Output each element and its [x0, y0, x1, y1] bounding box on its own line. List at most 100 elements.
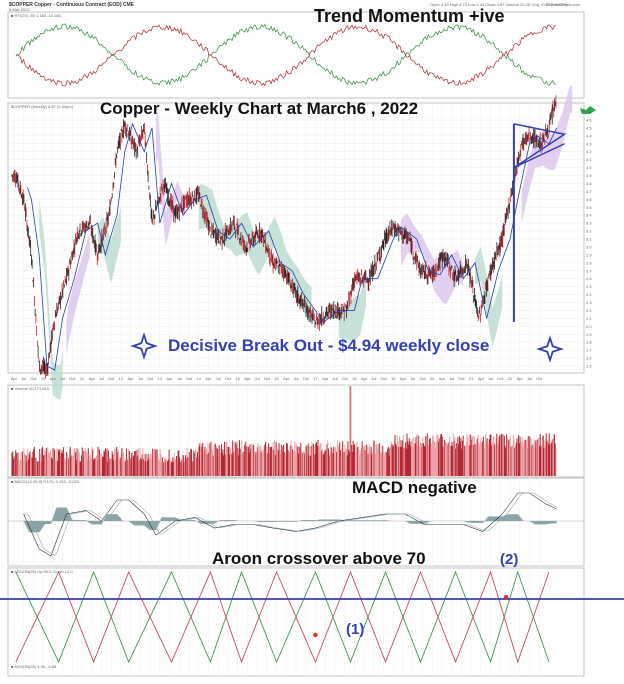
ichimoku-cloud	[39, 198, 63, 400]
x-tick-label: 15	[235, 376, 240, 381]
y-tick-label: 2.2	[586, 308, 592, 313]
x-tick-label: Apr	[128, 376, 135, 381]
x-tick-label: Oct	[30, 376, 37, 381]
y-tick-label: 4.1	[586, 157, 592, 162]
x-tick-label: Jul	[449, 376, 454, 381]
crossover-marker-dot	[503, 595, 509, 600]
y-tick-label: 3.3	[586, 221, 592, 226]
ohlc-label: Open 4.49 High 4.70 Low 4.41 Close 4.87 …	[430, 2, 568, 7]
y-tick-label: 3.0	[586, 244, 592, 249]
x-tick-label: 12	[119, 376, 124, 381]
y-tick-label: 4.0	[586, 165, 592, 170]
y-tick-label: 4.6	[586, 117, 592, 122]
y-tick-label: 2.8	[586, 260, 592, 265]
y-tick-label: 3.7	[586, 189, 592, 194]
x-tick-label: Oct	[264, 376, 271, 381]
x-tick-label: Jul	[99, 376, 104, 381]
y-tick-label: 1.9	[586, 332, 592, 337]
ichimoku-cloud	[97, 207, 121, 284]
ichimoku-cloud	[521, 85, 573, 224]
x-tick-label: 18	[352, 376, 357, 381]
x-tick-label: 19	[391, 376, 396, 381]
x-tick-label: Jul	[138, 376, 143, 381]
y-tick-label: 1.8	[586, 340, 592, 345]
ichimoku-cloud	[198, 184, 312, 322]
trend-momentum-annotation: Trend Momentum +ive	[314, 6, 505, 26]
x-tick-label: 21	[469, 376, 474, 381]
y-tick-label: 3.2	[586, 229, 592, 234]
x-tick-label: Oct	[303, 376, 310, 381]
x-tick-label: Oct	[536, 376, 543, 381]
x-tick-label: Jul	[527, 376, 532, 381]
volume-panel-label: ■ Volume 20,171,810	[11, 386, 50, 391]
crossover-marker-dot	[313, 632, 318, 638]
macd-signal-line	[23, 492, 557, 556]
macd-panel-label: ■ MACD(12,26,9) 0.170, 0.193, -0.023	[11, 479, 80, 484]
x-tick-label: Jul	[21, 376, 26, 381]
marker-2-label: (2)	[500, 551, 519, 568]
symbol-label: $COPPER Copper - Continuous Contract (EO…	[9, 2, 135, 8]
chart-title-annotation: Copper - Weekly Chart at March6 , 2022	[100, 99, 419, 118]
y-tick-label: 2.9	[586, 252, 592, 257]
y-tick-label: 4.2	[586, 149, 592, 154]
source-label: © StockCharts.com	[545, 2, 580, 7]
breakout-star-right	[536, 335, 564, 363]
macd-annotation: MACD negative	[352, 478, 477, 497]
x-tick-label: Apr	[11, 376, 18, 381]
x-tick-label: Oct	[147, 376, 154, 381]
triangle-pattern-lines	[513, 123, 567, 169]
y-tick-label: 2.5	[586, 284, 592, 289]
x-tick-label: 22	[508, 376, 513, 381]
x-tick-label: Jul	[371, 376, 376, 381]
x-tick-label: Jul	[332, 376, 337, 381]
x-tick-label: Oct	[108, 376, 115, 381]
y-tick-label: 3.1	[586, 237, 592, 242]
y-tick-label: 3.8	[586, 181, 592, 186]
x-tick-label: Jul	[216, 376, 221, 381]
y-tick-label: 2.6	[586, 276, 592, 281]
aroon-panel-label: ■ AROON(25) Up 96.0, Down 12.0	[11, 569, 73, 574]
y-tick-label: 1.5	[586, 364, 592, 369]
x-tick-label: Apr	[439, 376, 446, 381]
x-tick-label: Apr	[478, 376, 485, 381]
x-tick-label: Apr	[244, 376, 251, 381]
aroon-annotation: Aroon crossover above 70	[212, 549, 426, 568]
x-tick-label: 11	[80, 376, 85, 381]
x-tick-label: Jul	[60, 376, 65, 381]
macd-line	[23, 492, 557, 557]
x-tick-label: Oct	[342, 376, 349, 381]
x-tick-label: Jul	[488, 376, 493, 381]
date-label: 6-Mar-2022	[9, 7, 30, 12]
x-tick-label: Jul	[255, 376, 260, 381]
breakout-star-left	[130, 332, 158, 360]
y-tick-label: 2.4	[586, 292, 592, 297]
x-tick-label: Oct	[497, 376, 504, 381]
y-tick-label: 4.3	[586, 141, 592, 146]
trend-line-red	[15, 24, 557, 87]
x-tick-label: Oct	[225, 376, 232, 381]
x-tick-label: Apr	[205, 376, 212, 381]
aroon-osc-label: ■ AROON(25) 4.39, -5.58	[11, 664, 57, 669]
y-tick-label: 3.4	[586, 213, 592, 218]
moving-average-line	[27, 122, 558, 371]
x-tick-label: Apr	[89, 376, 96, 381]
y-tick-label: 2.7	[586, 268, 592, 273]
x-tick-label: 20	[430, 376, 435, 381]
y-tick-label: 3.6	[586, 197, 592, 202]
x-tick-label: 10	[41, 376, 46, 381]
ichimoku-cloud	[338, 272, 367, 341]
x-tick-label: 17	[313, 376, 318, 381]
marker-1-label: (1)	[346, 621, 365, 638]
target-arrow-icon	[580, 106, 596, 114]
aroon-down-line	[15, 570, 550, 664]
ichimoku-cloud	[401, 213, 464, 305]
x-tick-label: Apr	[361, 376, 368, 381]
x-tick-label: Apr	[50, 376, 57, 381]
y-tick-label: 3.9	[586, 173, 592, 178]
x-tick-label: Apr	[283, 376, 290, 381]
x-tick-label: Oct	[458, 376, 465, 381]
ichimoku-cloud	[66, 233, 90, 357]
x-tick-label: Apr	[400, 376, 407, 381]
ichimoku-cloud	[474, 247, 503, 348]
